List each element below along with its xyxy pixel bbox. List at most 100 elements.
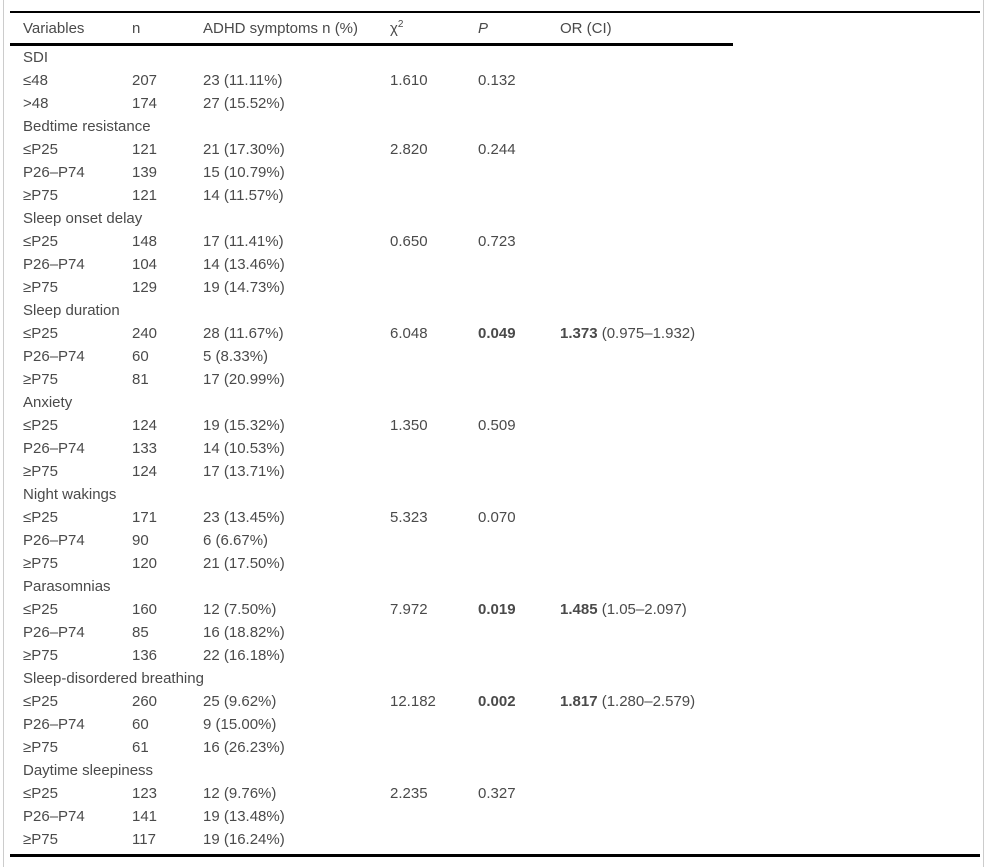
variable-cell: P26–P74 <box>23 532 85 549</box>
p-value-cell: 0.327 <box>478 785 516 802</box>
table-row: ≥P75 124 17 (13.71%) <box>10 460 980 483</box>
table-row: ≤P25 160 12 (7.50%) 7.972 0.019 1.485 (1.05–2… <box>10 598 980 621</box>
n-cell: 139 <box>132 164 158 181</box>
adhd-symptoms-cell: 28 (11.67%) <box>203 325 284 342</box>
col-header-variables: Variables <box>23 19 85 37</box>
variable-cell: ≥P75 <box>23 279 58 296</box>
adhd-symptoms-cell: 27 (15.52%) <box>203 95 285 112</box>
adhd-symptoms-cell: 14 (10.53%) <box>203 440 285 457</box>
section-label: SDI <box>23 49 49 66</box>
table-row: ≤48 207 23 (11.11%) 1.610 0.132 <box>10 69 980 92</box>
table-row: P26–P74 133 14 (10.53%) <box>10 437 980 460</box>
n-cell: 141 <box>132 808 158 825</box>
variable-cell: P26–P74 <box>23 808 85 825</box>
variable-cell: ≤P25 <box>23 141 58 158</box>
n-cell: 133 <box>132 440 158 457</box>
or-value: 1.373 <box>560 325 598 342</box>
table-row: ≤P25 171 23 (13.45%) 5.323 0.070 <box>10 506 980 529</box>
adhd-symptoms-cell: 6 (6.67%) <box>203 532 269 549</box>
n-cell: 160 <box>132 601 158 618</box>
n-cell: 60 <box>132 348 149 365</box>
variable-cell: ≤P25 <box>23 325 58 342</box>
p-value-cell: 0.132 <box>478 72 516 89</box>
chi-square-cell: 6.048 <box>390 325 428 342</box>
n-cell: 148 <box>132 233 158 250</box>
table-row: ≥P75 117 19 (16.24%) <box>10 828 980 851</box>
adhd-symptoms-cell: 21 (17.30%) <box>203 141 285 158</box>
n-cell: 104 <box>132 256 158 273</box>
p-value-cell: 0.019 <box>478 601 516 618</box>
adhd-symptoms-cell: 25 (9.62%) <box>203 693 277 710</box>
section-label: Daytime sleepiness <box>23 762 154 779</box>
adhd-symptoms-cell: 15 (10.79%) <box>203 164 285 181</box>
n-cell: 240 <box>132 325 158 342</box>
variable-cell: ≥P75 <box>23 555 58 572</box>
variable-cell: ≥P75 <box>23 739 58 756</box>
or-ci-cell: 1.817 (1.280–2.579) <box>560 693 980 710</box>
n-cell: 207 <box>132 72 158 89</box>
adhd-symptoms-cell: 19 (13.48%) <box>203 808 285 825</box>
variable-cell: >48 <box>23 95 49 112</box>
or-ci-range: (1.05–2.097) <box>597 601 687 618</box>
adhd-symptoms-cell: 23 (11.11%) <box>203 72 283 89</box>
table-row: ≥P75 61 16 (26.23%) <box>10 736 980 759</box>
variable-cell: P26–P74 <box>23 716 85 733</box>
adhd-symptoms-cell: 14 (11.57%) <box>203 187 284 204</box>
variable-cell: ≤48 <box>23 72 48 89</box>
n-cell: 81 <box>132 371 149 388</box>
variable-cell: ≤P25 <box>23 785 58 802</box>
section-label: Bedtime resistance <box>23 118 151 135</box>
section-label: Night wakings <box>23 486 117 503</box>
n-cell: 136 <box>132 647 158 664</box>
n-cell: 123 <box>132 785 158 802</box>
n-cell: 120 <box>132 555 158 572</box>
chi-square-cell: 12.182 <box>390 693 436 710</box>
section-row: Anxiety <box>10 391 980 414</box>
variable-cell: ≥P75 <box>23 647 58 664</box>
variable-cell: ≥P75 <box>23 831 58 848</box>
adhd-symptoms-cell: 22 (16.18%) <box>203 647 285 664</box>
table-header-rule <box>10 43 733 46</box>
n-cell: 60 <box>132 716 149 733</box>
table-row: ≤P25 148 17 (11.41%) 0.650 0.723 <box>10 230 980 253</box>
table-row: ≥P75 121 14 (11.57%) <box>10 184 980 207</box>
or-ci-cell: 1.485 (1.05–2.097) <box>560 601 980 618</box>
p-value-cell: 0.509 <box>478 417 516 434</box>
or-value: 1.817 <box>560 693 598 710</box>
adhd-symptoms-cell: 16 (26.23%) <box>203 739 285 756</box>
p-value-cell: 0.070 <box>478 509 516 526</box>
variable-cell: P26–P74 <box>23 164 85 181</box>
table-header-row: Variables n ADHD symptoms n (%) χ2 P OR … <box>10 13 980 43</box>
table-row: ≥P75 129 19 (14.73%) <box>10 276 980 299</box>
section-row: Sleep-disordered breathing <box>10 667 980 690</box>
section-label: Parasomnias <box>23 578 111 595</box>
adhd-symptoms-cell: 12 (9.76%) <box>203 785 277 802</box>
chi-square-cell: 1.610 <box>390 72 428 89</box>
section-label: Anxiety <box>23 394 73 411</box>
n-cell: 61 <box>132 739 149 756</box>
variable-cell: P26–P74 <box>23 256 85 273</box>
adhd-symptoms-cell: 5 (8.33%) <box>203 348 269 365</box>
section-row: SDI <box>10 46 980 69</box>
n-cell: 129 <box>132 279 158 296</box>
variable-cell: ≤P25 <box>23 509 58 526</box>
variable-cell: P26–P74 <box>23 624 85 641</box>
variable-cell: ≤P25 <box>23 693 58 710</box>
table-row: ≤P25 260 25 (9.62%) 12.182 0.002 1.817 (1.280… <box>10 690 980 713</box>
table-row: ≥P75 120 21 (17.50%) <box>10 552 980 575</box>
section-row: Daytime sleepiness <box>10 759 980 782</box>
chi-square-cell: 5.323 <box>390 509 428 526</box>
n-cell: 85 <box>132 624 149 641</box>
table-body: SDI ≤48 207 23 (11.11%) 1.610 0.132 >48 174 27 (… <box>10 46 980 851</box>
adhd-symptoms-cell: 19 (16.24%) <box>203 831 285 848</box>
table-row: ≤P25 123 12 (9.76%) 2.235 0.327 <box>10 782 980 805</box>
n-cell: 90 <box>132 532 149 549</box>
table-row: ≤P25 240 28 (11.67%) 6.048 0.049 1.373 (0.975… <box>10 322 980 345</box>
variable-cell: P26–P74 <box>23 440 85 457</box>
variable-cell: P26–P74 <box>23 348 85 365</box>
adhd-symptoms-cell: 21 (17.50%) <box>203 555 285 572</box>
table-row: ≥P75 136 22 (16.18%) <box>10 644 980 667</box>
or-ci-range: (0.975–1.932) <box>597 325 696 342</box>
n-cell: 174 <box>132 95 158 112</box>
chi-square-cell: 7.972 <box>390 601 428 618</box>
